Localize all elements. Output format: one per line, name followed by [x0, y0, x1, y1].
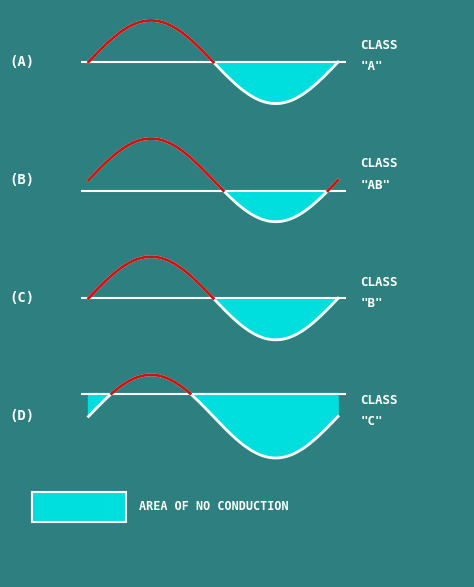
Text: CLASS: CLASS: [360, 275, 398, 289]
Text: "A": "A": [360, 60, 383, 73]
Bar: [32, 492, 126, 522]
Text: "B": "B": [360, 296, 383, 310]
Text: (A): (A): [9, 55, 35, 69]
Text: (C): (C): [9, 291, 35, 305]
Text: AREA OF NO CONDUCTION: AREA OF NO CONDUCTION: [139, 500, 289, 513]
Text: CLASS: CLASS: [360, 157, 398, 170]
Text: CLASS: CLASS: [360, 394, 398, 407]
Text: "C": "C": [360, 415, 383, 428]
Text: CLASS: CLASS: [360, 39, 398, 52]
Text: "AB": "AB": [360, 178, 390, 191]
Text: (B): (B): [9, 173, 35, 187]
Text: (D): (D): [9, 409, 35, 423]
